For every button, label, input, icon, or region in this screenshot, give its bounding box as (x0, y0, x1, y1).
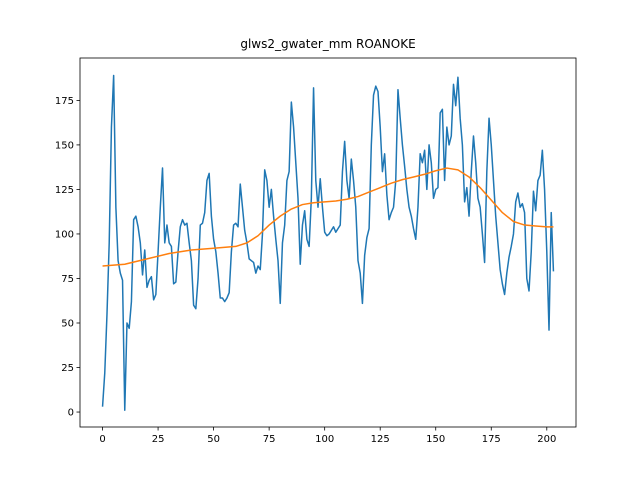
x-tick-label: 75 (263, 434, 276, 445)
x-tick-label: 175 (482, 434, 501, 445)
x-tick-label: 150 (426, 434, 445, 445)
chart-title: glws2_gwater_mm ROANOKE (240, 37, 415, 51)
line-series (101, 74, 555, 412)
y-tick-label: 0 (68, 408, 74, 419)
y-tick-label: 175 (55, 96, 74, 107)
x-tick-label: 100 (315, 434, 334, 445)
y-tick-label: 50 (61, 318, 74, 329)
x-tick-label: 0 (99, 434, 105, 445)
x-tick-label: 200 (537, 434, 556, 445)
y-tick-label: 125 (55, 185, 74, 196)
line-series (102, 167, 554, 267)
y-tick-label: 75 (61, 274, 74, 285)
x-tick-label: 125 (371, 434, 390, 445)
y-tick-label: 25 (61, 363, 74, 374)
y-tick-label: 100 (55, 229, 74, 240)
y-tick-label: 150 (55, 140, 74, 151)
x-tick-label: 50 (207, 434, 220, 445)
x-tick-label: 25 (152, 434, 165, 445)
axes-frame (79, 57, 577, 428)
